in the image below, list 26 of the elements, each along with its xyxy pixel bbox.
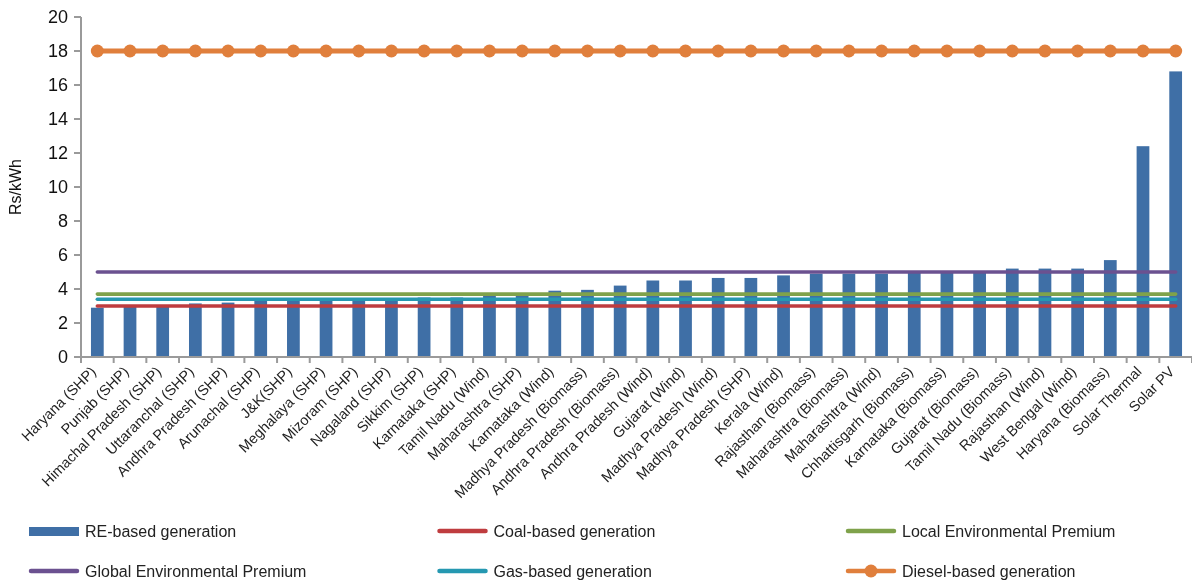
bar — [1169, 71, 1183, 357]
bar — [352, 299, 366, 357]
legend-label: RE-based generation — [85, 522, 237, 540]
bar — [189, 303, 202, 357]
y-tick-label: 6 — [57, 245, 68, 266]
bar — [90, 307, 104, 357]
y-tick-label: 2 — [57, 313, 68, 334]
y-tick-label: 8 — [57, 211, 68, 232]
y-tick-label: 0 — [57, 347, 68, 368]
y-tick-label: 4 — [57, 279, 68, 300]
bar — [385, 299, 398, 357]
bar — [156, 306, 170, 357]
y-tick-label: 14 — [47, 109, 68, 130]
bar — [287, 300, 300, 357]
legend-label: Diesel-based generation — [902, 562, 1076, 580]
y-tick-label: 20 — [47, 7, 68, 28]
y-tick-label: 16 — [47, 75, 68, 96]
legend-label: Coal-based generation — [493, 522, 656, 540]
bar — [254, 300, 268, 357]
y-tick-label: 18 — [47, 41, 68, 62]
legend-label: Local Environmental Premium — [902, 522, 1116, 540]
y-tick-label: 12 — [47, 143, 68, 164]
legend-label: Global Environmental Premium — [85, 562, 307, 580]
y-tick-label: 10 — [47, 177, 68, 198]
legend-label: Gas-based generation — [493, 562, 652, 580]
y-axis-title: Rs/kWh — [7, 159, 24, 215]
